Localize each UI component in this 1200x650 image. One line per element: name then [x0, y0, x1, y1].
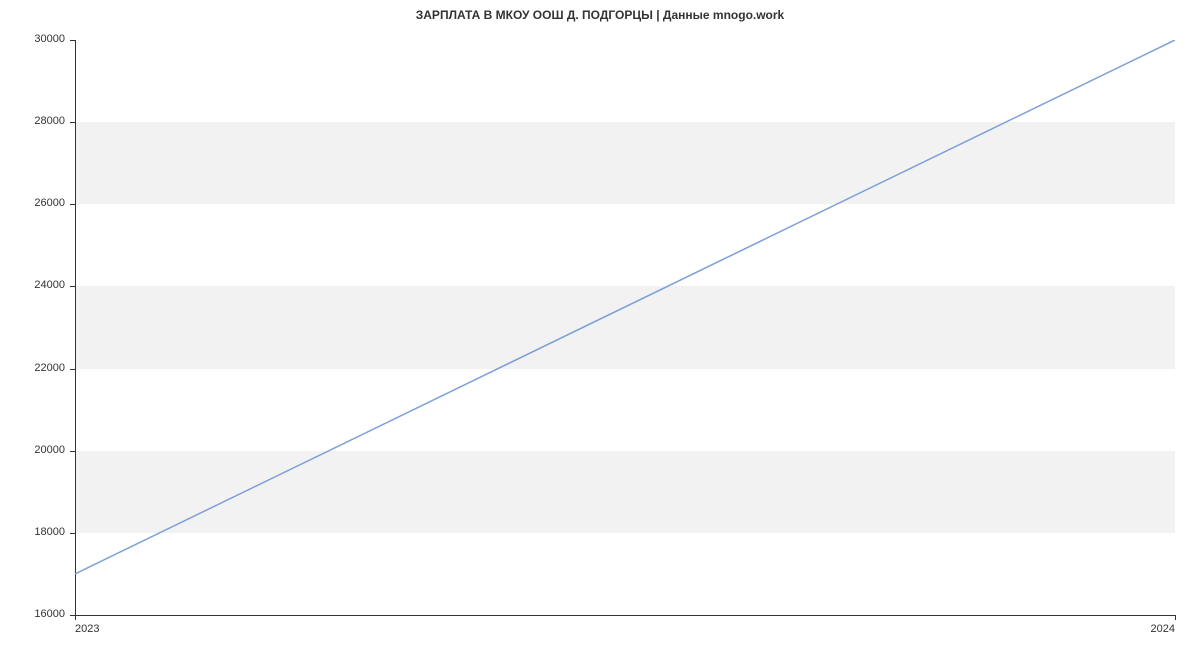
x-tick: [75, 615, 76, 620]
x-axis: [75, 615, 1175, 616]
y-tick-label: 30000: [20, 33, 65, 45]
x-tick: [1175, 615, 1176, 620]
x-tick-label: 2023: [75, 623, 99, 635]
chart-title: ЗАРПЛАТА В МКОУ ООШ Д. ПОДГОРЦЫ | Данные…: [0, 8, 1200, 22]
y-tick-label: 26000: [20, 197, 65, 209]
plot-area: 1600018000200002200024000260002800030000…: [75, 40, 1175, 615]
x-tick-label: 2024: [1145, 623, 1175, 635]
y-tick-label: 24000: [20, 279, 65, 291]
series-line: [75, 40, 1175, 615]
chart-container: ЗАРПЛАТА В МКОУ ООШ Д. ПОДГОРЦЫ | Данные…: [0, 0, 1200, 650]
y-tick-label: 20000: [20, 444, 65, 456]
y-tick-label: 18000: [20, 526, 65, 538]
y-tick-label: 28000: [20, 115, 65, 127]
y-tick-label: 22000: [20, 362, 65, 374]
y-tick-label: 16000: [20, 608, 65, 620]
